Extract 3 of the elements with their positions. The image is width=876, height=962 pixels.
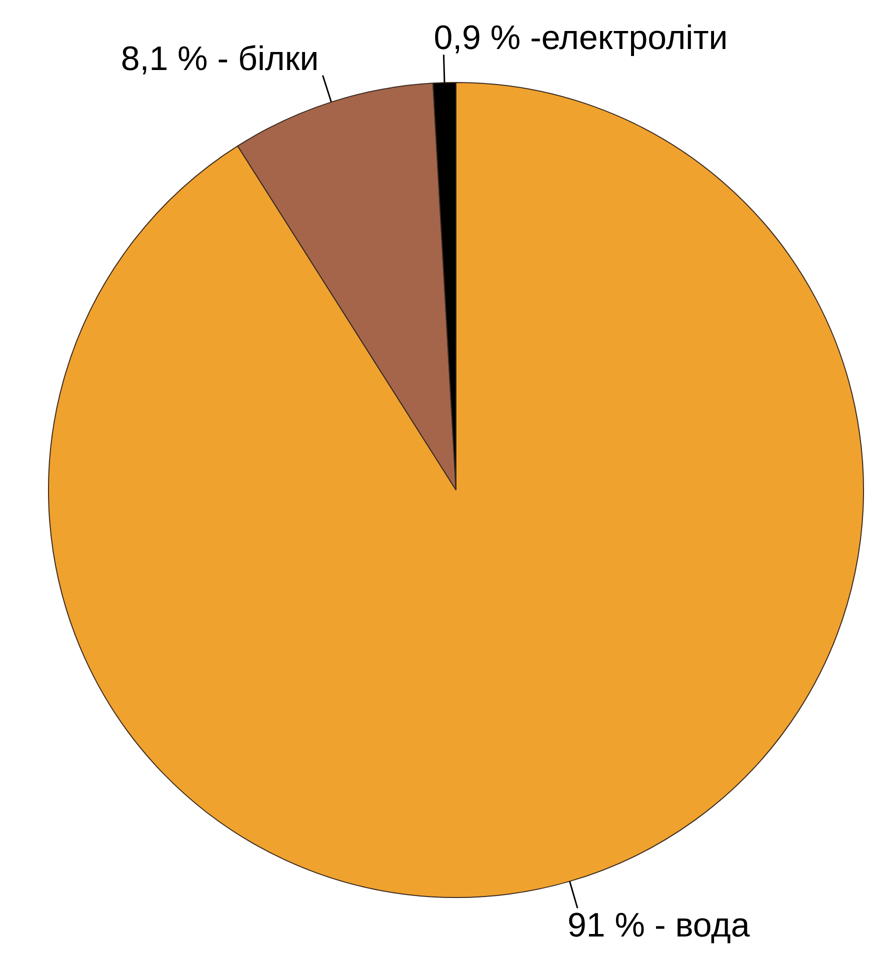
slice-label: 8,1 % - білки	[120, 40, 319, 78]
slice-label: 0,9 % -електроліти	[434, 19, 728, 58]
slice-label: 91 % - вода	[568, 906, 750, 945]
